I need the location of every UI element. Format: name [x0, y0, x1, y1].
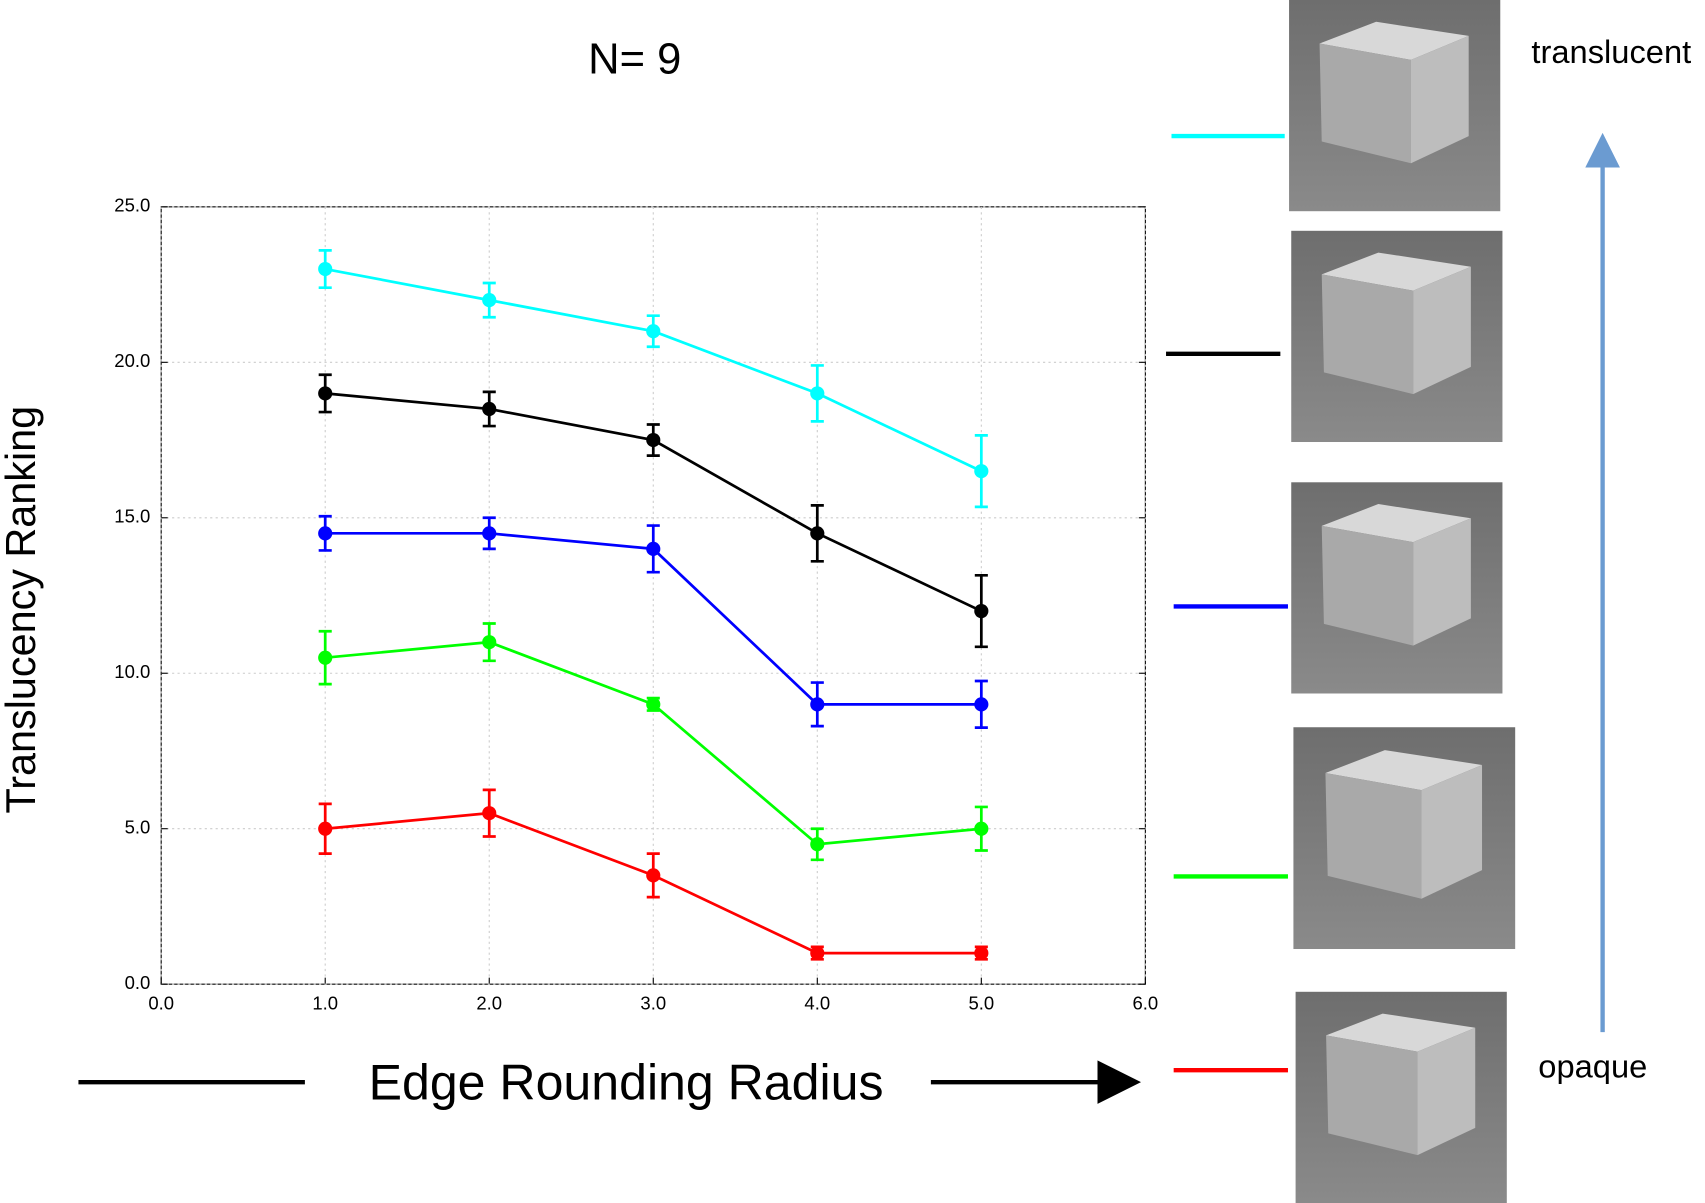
- cube-image: [1289, 0, 1500, 211]
- y-tick-label: 20.0: [114, 350, 150, 371]
- data-point: [482, 293, 496, 307]
- y-tick-label: 5.0: [125, 817, 151, 838]
- annotation: opaque: [1538, 1048, 1647, 1085]
- data-point: [810, 946, 824, 960]
- x-tick-label: 0.0: [148, 993, 174, 1014]
- data-point: [974, 822, 988, 836]
- x-tick-label: 5.0: [968, 993, 994, 1014]
- data-point: [646, 542, 660, 556]
- y-tick-label: 10.0: [114, 661, 150, 682]
- x-tick-label: 6.0: [1132, 993, 1158, 1014]
- data-point: [810, 837, 824, 851]
- data-point: [810, 697, 824, 711]
- data-point: [646, 324, 660, 338]
- data-point: [974, 946, 988, 960]
- cube-image: [1291, 231, 1502, 442]
- chart-title: N= 9: [588, 36, 681, 84]
- data-point: [974, 464, 988, 478]
- data-point: [318, 262, 332, 276]
- data-point: [646, 433, 660, 447]
- series-line: [325, 642, 981, 844]
- chart: N= 9 Translucency Ranking Edge Rounding …: [0, 0, 1705, 1203]
- cube-image: [1296, 992, 1507, 1203]
- x-tick-label: 4.0: [804, 993, 830, 1014]
- data-point: [318, 822, 332, 836]
- y-tick-label: 0.0: [125, 972, 151, 993]
- data-point: [810, 526, 824, 540]
- data-point: [318, 651, 332, 665]
- data-point: [810, 386, 824, 400]
- data-point: [646, 697, 660, 711]
- cube-image: [1293, 727, 1515, 949]
- x-tick-label: 2.0: [476, 993, 502, 1014]
- data-point: [646, 868, 660, 882]
- data-point: [482, 806, 496, 820]
- data-point: [974, 604, 988, 618]
- annotation: translucent: [1531, 33, 1691, 70]
- data-point: [318, 526, 332, 540]
- x-tick-label: 3.0: [640, 993, 666, 1014]
- data-point: [482, 526, 496, 540]
- x-tick-label: 1.0: [312, 993, 338, 1014]
- x-axis-label: Edge Rounding Radius: [369, 1055, 884, 1111]
- page: {"chart_data": {"type": "line", "title":…: [0, 0, 1705, 1203]
- data-point: [318, 386, 332, 400]
- y-axis-label: Translucency Ranking: [0, 406, 44, 814]
- data-point: [482, 402, 496, 416]
- y-tick-label: 25.0: [114, 195, 150, 216]
- y-tick-label: 15.0: [114, 506, 150, 527]
- cube-image: [1291, 482, 1502, 693]
- data-point: [482, 635, 496, 649]
- data-point: [974, 697, 988, 711]
